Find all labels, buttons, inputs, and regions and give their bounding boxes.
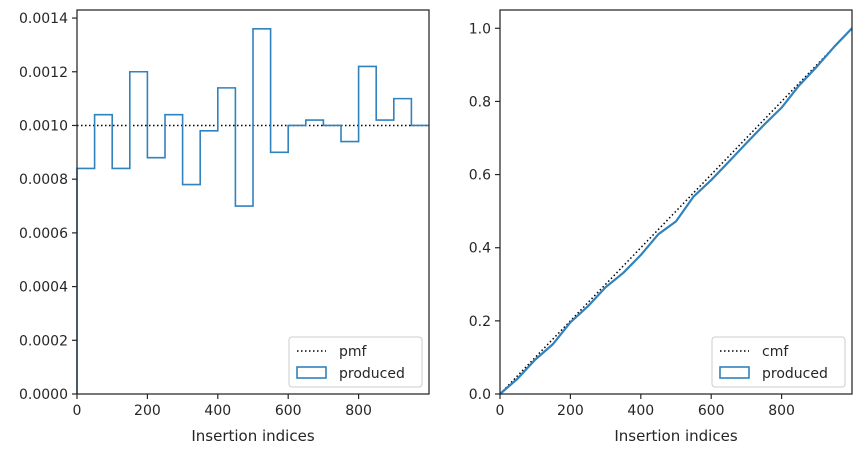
legend-label-pmf: pmf (339, 344, 368, 360)
x-axis-label: Insertion indices (191, 427, 314, 445)
legend: cmf produced (711, 336, 846, 388)
chart-panel-pmf: 0 200 400 600 800 0.0000 0.0002 0.0004 0.0006 0.0… (19, 9, 430, 445)
y-tick-label: 0.0 (469, 387, 491, 403)
x-tick-label: 800 (768, 403, 795, 419)
x-tick-label: 800 (345, 403, 372, 419)
x-axis-label: Insertion indices (614, 427, 737, 445)
x-tick-label: 400 (627, 403, 654, 419)
y-tick-label: 0.2 (469, 314, 491, 330)
y-tick-label: 1.0 (469, 21, 491, 37)
y-tick-label: 0.0006 (19, 226, 68, 242)
x-tick-label: 0 (496, 403, 505, 419)
legend-swatch-produced (296, 366, 327, 379)
y-tick-label: 0.0004 (19, 280, 68, 296)
legend-label-cmf: cmf (762, 344, 789, 360)
y-tick-label: 0.8 (469, 94, 491, 110)
series-produced-step (76, 27, 429, 394)
y-tick-label: 0.0012 (19, 65, 68, 81)
x-tick-label: 400 (204, 403, 231, 419)
y-tick-label: 0.0000 (19, 387, 68, 403)
x-tick-label: 200 (134, 403, 161, 419)
series-produced-line (499, 27, 853, 395)
x-tick-label: 200 (557, 403, 584, 419)
axes-frame (499, 9, 853, 395)
y-tick-label: 0.0010 (19, 118, 68, 134)
legend-label-produced: produced (339, 366, 405, 382)
y-tick-label: 0.0002 (19, 333, 68, 349)
y-tick-label: 0.4 (469, 241, 491, 257)
series-cmf-line (499, 27, 853, 395)
x-tick-label: 600 (275, 403, 302, 419)
legend-swatch-produced (719, 366, 750, 379)
y-tick-label: 0.0014 (19, 11, 68, 27)
axes-frame (76, 9, 430, 395)
y-tick-label: 0.6 (469, 168, 491, 184)
legend-box (288, 336, 423, 388)
x-tick-label: 0 (73, 403, 82, 419)
y-tick-label: 0.0008 (19, 172, 68, 188)
legend-box (711, 336, 846, 388)
chart-panel-cmf: 0 200 400 600 800 0.0 0.2 0.4 0.6 0.8 1.0 Insertion… (469, 9, 853, 445)
legend-label-produced: produced (762, 366, 828, 382)
legend: pmf produced (288, 336, 423, 388)
x-tick-label: 600 (698, 403, 725, 419)
